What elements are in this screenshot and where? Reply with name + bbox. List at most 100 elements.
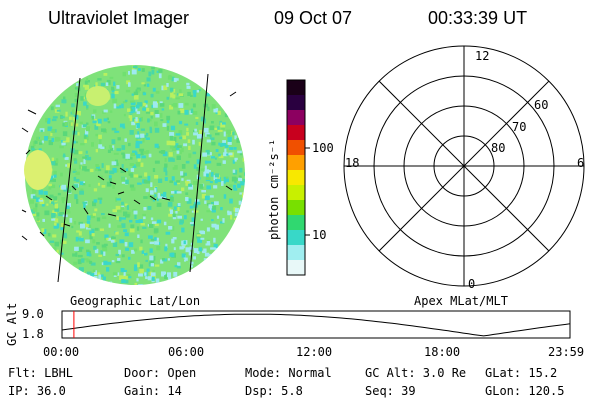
mlat-label-60: 60 [534,98,548,112]
speckle-pixel [145,150,150,154]
speckle-pixel [148,235,153,239]
speckle-pixel [232,184,237,189]
speckle-pixel [136,87,141,91]
speckle-pixel [211,141,216,146]
speckle-pixel [133,91,138,96]
speckle-pixel [140,162,144,167]
speckle-pixel [158,69,163,73]
speckle-pixel [206,173,209,178]
speckle-pixel [148,71,152,77]
speckle-pixel [95,164,99,168]
speckle-pixel [159,101,163,104]
speckle-pixel [131,121,136,126]
speckle-pixel [119,239,125,244]
speckle-pixel [55,104,60,108]
speckle-pixel [189,246,194,250]
speckle-pixel [101,185,106,188]
speckle-pixel [148,153,152,158]
speckle-pixel [229,211,232,215]
speckle-pixel [171,191,175,194]
speckle-pixel [32,195,37,199]
speckle-pixel [223,131,226,137]
speckle-pixel [91,115,95,120]
speckle-pixel [139,246,143,251]
speckle-pixel [125,280,129,284]
speckle-pixel [176,155,181,160]
speckle-pixel [36,197,41,202]
speckle-pixel [134,214,137,219]
speckle-pixel [73,140,76,144]
speckle-pixel [169,196,174,202]
speckle-pixel [123,113,126,117]
speckle-pixel [169,132,175,137]
speckle-pixel [118,249,121,255]
speckle-pixel [92,201,97,207]
speckle-pixel [125,89,131,93]
speckle-pixel [172,94,176,99]
speckle-pixel [85,129,89,135]
speckle-pixel [43,229,47,234]
speckle-pixel [234,135,237,140]
speckle-pixel [188,145,191,150]
speckle-pixel [49,240,55,243]
speckle-pixel [137,131,140,137]
speckle-pixel [171,147,176,151]
speckle-pixel [161,108,165,111]
speckle-pixel [124,157,128,161]
speckle-pixel [168,276,172,280]
speckle-pixel [145,137,150,140]
speckle-pixel [71,103,75,108]
speckle-pixel [111,236,116,240]
speckle-pixel [192,139,195,145]
speckle-pixel [105,82,109,86]
colorbar-unit-label: photon cm⁻²s⁻¹ [267,139,281,240]
speckle-pixel [61,240,67,244]
speckle-pixel [155,114,160,118]
speckle-pixel [150,111,154,115]
speckle-pixel [217,110,221,115]
speckle-pixel [166,96,170,100]
speckle-pixel [237,150,242,154]
speckle-pixel [184,109,189,115]
coastline-marks [21,91,237,241]
speckle-pixel [41,203,45,207]
speckle-pixel [86,107,89,110]
speckle-pixel [232,131,235,136]
speckle-pixel [107,120,111,124]
speckle-pixel [100,250,105,255]
speckle-pixel [169,105,174,110]
speckle-pixel [171,76,175,82]
coastline-mark [21,209,27,213]
speckle-pixel [109,170,115,175]
speckle-pixel [96,242,100,245]
speckle-pixel [181,178,184,181]
speckle-pixel [85,239,90,244]
speckle-pixel [47,232,51,237]
speckle-pixel [164,157,167,162]
speckle-pixel [77,254,83,258]
speckle-pixel [112,98,118,104]
speckle-pixel [60,116,65,119]
speckle-pixel [53,196,58,201]
speckle-pixel [129,163,135,166]
speckle-pixel [79,237,84,242]
speckle-pixel [149,255,154,261]
speckle-pixel [156,197,159,202]
speckle-pixel [137,182,142,185]
speckle-pixel [144,172,148,177]
speckle-pixel [209,206,214,211]
speckle-pixel [204,169,210,174]
speckle-pixel [115,231,119,235]
speckle-pixel [51,201,54,204]
speckle-pixel [183,172,187,176]
speckle-pixel [156,246,161,251]
speckle-pixel [185,247,191,253]
speckle-pixel [120,207,124,210]
mlat-label-80: 80 [491,141,505,155]
speckle-pixel [142,137,145,143]
speckle-pixel [192,151,197,155]
colorbar-cell [287,125,305,141]
speckle-pixel [112,145,115,151]
speckle-pixel [94,248,99,254]
speckle-pixel [229,184,233,187]
